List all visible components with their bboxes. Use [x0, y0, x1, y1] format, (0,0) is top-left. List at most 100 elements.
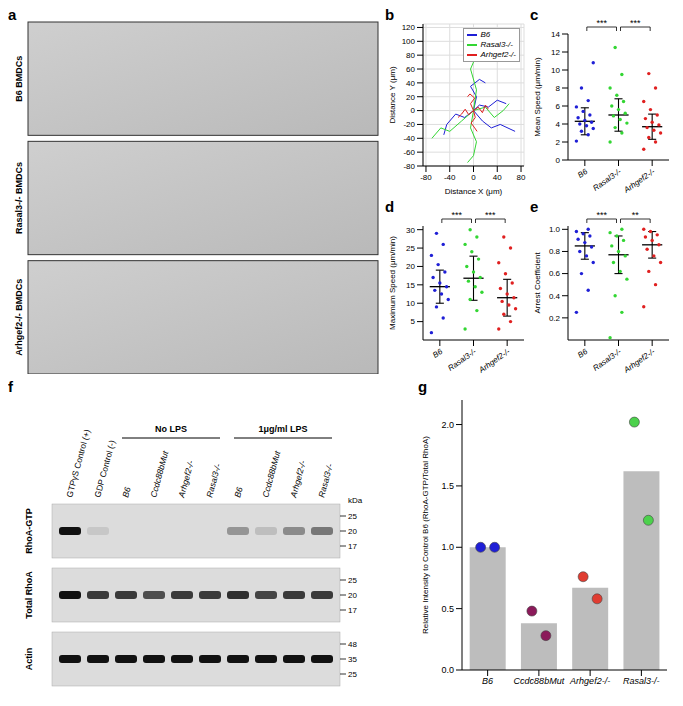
- svg-text:***: ***: [596, 18, 607, 28]
- svg-text:-40: -40: [444, 173, 456, 182]
- svg-text:Arhgef2-/- BMDCs: Arhgef2-/- BMDCs: [14, 279, 24, 356]
- svg-text:8: 8: [556, 84, 561, 93]
- svg-text:0.6: 0.6: [549, 269, 561, 278]
- svg-text:Rasal3-/-: Rasal3-/-: [204, 462, 223, 498]
- svg-text:Mean Speed (μm/min): Mean Speed (μm/min): [533, 57, 542, 137]
- svg-text:35: 35: [348, 655, 357, 664]
- svg-text:0: 0: [556, 156, 561, 165]
- svg-text:0: 0: [411, 106, 416, 115]
- svg-text:Distance Y (μm): Distance Y (μm): [388, 66, 397, 124]
- svg-text:B6: B6: [120, 486, 132, 499]
- svg-text:Rasal3-/-: Rasal3-/-: [623, 676, 660, 686]
- svg-text:1μg/ml LPS: 1μg/ml LPS: [258, 424, 307, 434]
- html-text:Arhgef2-/-: Arhgef2-/-: [480, 50, 516, 59]
- svg-text:Actin: Actin: [24, 648, 34, 671]
- svg-text:0: 0: [471, 173, 476, 182]
- svg-text:**: **: [632, 210, 640, 220]
- svg-text:0.0: 0.0: [441, 665, 454, 675]
- svg-text:20: 20: [406, 93, 415, 102]
- svg-text:2.0: 2.0: [441, 420, 454, 430]
- svg-text:Arhgef2-/-: Arhgef2-/-: [176, 459, 196, 499]
- svg-text:B6: B6: [576, 167, 590, 180]
- svg-text:Arhgef2-/-: Arhgef2-/-: [288, 459, 308, 499]
- svg-text:40: 40: [493, 173, 502, 182]
- svg-text:14: 14: [551, 30, 560, 39]
- svg-text:Arhgef2-/-: Arhgef2-/-: [476, 347, 511, 376]
- svg-text:6: 6: [556, 102, 561, 111]
- svg-text:Distance X (μm): Distance X (μm): [445, 187, 503, 196]
- svg-text:48: 48: [348, 640, 357, 649]
- svg-text:Ccdc88bMut: Ccdc88bMut: [514, 676, 565, 686]
- svg-text:***: ***: [485, 210, 496, 220]
- svg-text:B6: B6: [232, 486, 244, 499]
- svg-text:25: 25: [348, 512, 357, 521]
- svg-text:10: 10: [406, 299, 415, 308]
- svg-text:0.5: 0.5: [441, 604, 454, 614]
- html-text:a: a: [8, 6, 17, 23]
- svg-text:B6 BMDCs: B6 BMDCs: [14, 56, 24, 102]
- html-text:d: d: [385, 198, 395, 215]
- svg-text:17: 17: [348, 542, 357, 551]
- svg-text:B6: B6: [431, 347, 445, 360]
- svg-text:Arhgef2-/-: Arhgef2-/-: [569, 676, 610, 686]
- svg-text:100: 100: [402, 37, 416, 46]
- svg-text:15: 15: [406, 281, 415, 290]
- svg-text:80: 80: [406, 51, 415, 60]
- html-text:B6: B6: [480, 30, 491, 39]
- svg-text:***: ***: [630, 18, 641, 28]
- svg-text:5: 5: [411, 317, 416, 326]
- svg-text:40: 40: [406, 79, 415, 88]
- svg-text:GDP Control (-): GDP Control (-): [92, 439, 117, 499]
- svg-text:1.0: 1.0: [549, 225, 561, 234]
- svg-text:0.4: 0.4: [549, 292, 561, 301]
- svg-text:Arhgef2-/-: Arhgef2-/-: [621, 347, 656, 376]
- svg-text:0.8: 0.8: [549, 247, 561, 256]
- svg-text:GTPγS Control (+): GTPγS Control (+): [64, 428, 92, 499]
- svg-text:10: 10: [551, 66, 560, 75]
- svg-text:Ccdc88bMut: Ccdc88bMut: [260, 449, 282, 498]
- svg-text:Rasal3-/-: Rasal3-/-: [446, 347, 478, 373]
- svg-text:20: 20: [348, 527, 357, 536]
- svg-text:1.0: 1.0: [441, 542, 454, 552]
- svg-text:RhoA-GTP: RhoA-GTP: [24, 508, 34, 554]
- svg-text:Maximum Speed (μm/min): Maximum Speed (μm/min): [388, 236, 397, 330]
- svg-text:***: ***: [596, 210, 607, 220]
- svg-text:20: 20: [348, 591, 357, 600]
- html-text:g: g: [418, 378, 428, 395]
- html-text:Rasal3-/-: Rasal3-/-: [480, 40, 513, 49]
- svg-text:0.2: 0.2: [549, 314, 561, 323]
- svg-text:30: 30: [406, 226, 415, 235]
- svg-text:12: 12: [551, 48, 560, 57]
- svg-text:-40: -40: [403, 134, 415, 143]
- svg-text:20: 20: [406, 262, 415, 271]
- svg-text:Arhgef2-/-: Arhgef2-/-: [621, 167, 656, 196]
- svg-text:Rasal3-/-: Rasal3-/-: [591, 347, 623, 373]
- svg-text:Ccdc88bMut: Ccdc88bMut: [148, 449, 170, 498]
- svg-text:25: 25: [406, 244, 415, 253]
- svg-text:25: 25: [348, 670, 357, 679]
- svg-text:-80: -80: [403, 162, 415, 171]
- svg-text:25: 25: [348, 576, 357, 585]
- svg-text:B6: B6: [482, 676, 493, 686]
- svg-text:***: ***: [451, 210, 462, 220]
- svg-text:Relative Intensity to Control: Relative Intensity to Control B6 (RhoA-G…: [421, 436, 430, 634]
- svg-text:120: 120: [402, 23, 416, 32]
- html-text:b: b: [385, 6, 395, 23]
- svg-text:kDa: kDa: [348, 496, 363, 505]
- svg-text:B6: B6: [576, 347, 590, 360]
- svg-text:-60: -60: [403, 148, 415, 157]
- svg-text:80: 80: [517, 173, 526, 182]
- svg-text:Rasal3-/-: Rasal3-/-: [316, 462, 335, 498]
- svg-text:60: 60: [406, 65, 415, 74]
- svg-text:-20: -20: [403, 120, 415, 129]
- svg-text:-80: -80: [420, 173, 432, 182]
- svg-text:Total RhoA: Total RhoA: [24, 571, 34, 619]
- svg-text:2: 2: [556, 138, 561, 147]
- svg-text:Arrest Coefficient: Arrest Coefficient: [533, 252, 542, 314]
- svg-text:No LPS: No LPS: [155, 424, 187, 434]
- svg-text:4: 4: [556, 120, 561, 129]
- svg-text:1.5: 1.5: [441, 481, 454, 491]
- svg-text:Rasal3-/- BMDCs: Rasal3-/- BMDCs: [14, 162, 24, 234]
- svg-text:17: 17: [348, 606, 357, 615]
- svg-text:Rasal3-/-: Rasal3-/-: [591, 167, 623, 193]
